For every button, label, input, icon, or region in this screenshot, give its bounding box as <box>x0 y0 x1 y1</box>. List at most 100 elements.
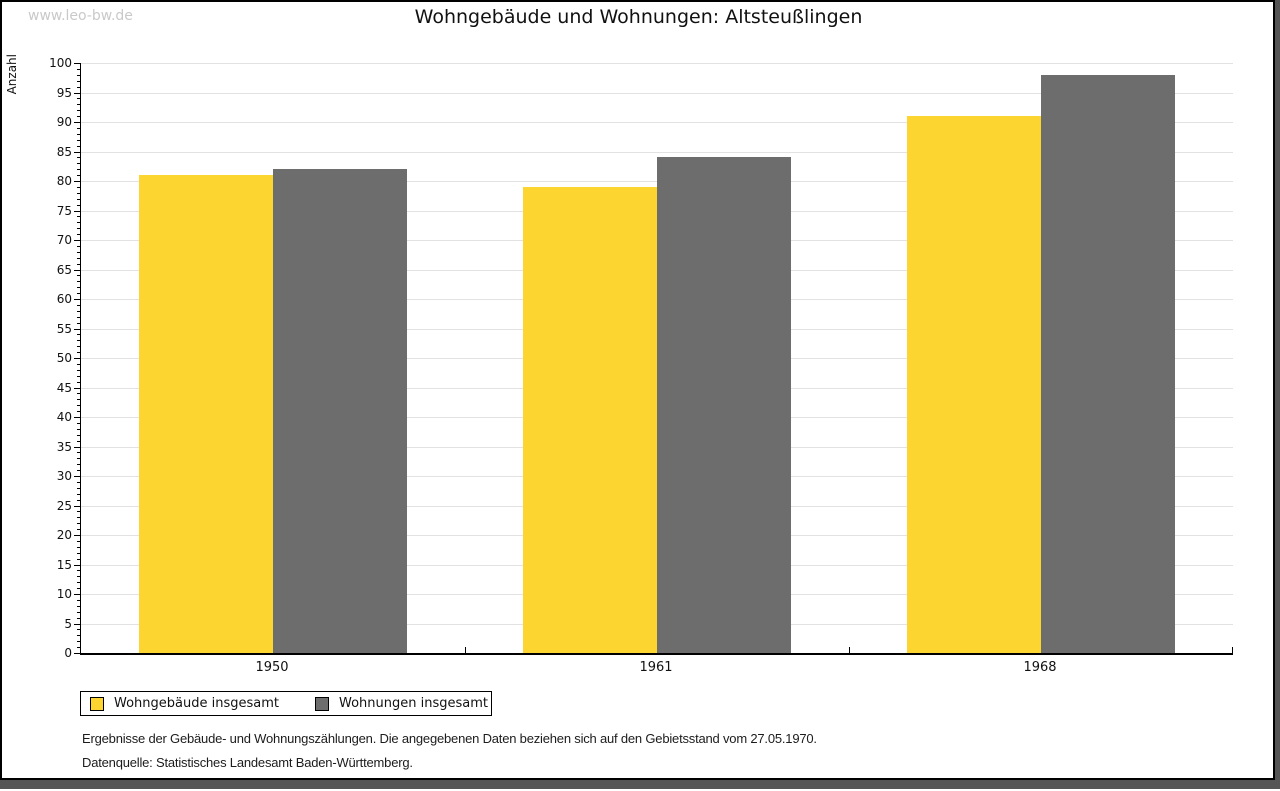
y-axis-minor-tick <box>77 304 80 306</box>
y-axis-minor-tick <box>77 552 80 554</box>
y-axis-minor-tick <box>77 163 80 165</box>
y-axis-major-tick <box>74 122 80 123</box>
y-axis-minor-tick <box>77 169 80 171</box>
y-axis-minor-tick <box>77 440 80 442</box>
y-tick-label: 75 <box>56 203 72 218</box>
y-axis-minor-tick <box>77 175 80 177</box>
chart-title: Wohngebäude und Wohnungen: Altsteußlinge… <box>414 6 863 28</box>
watermark-url: www.leo-bw.de <box>28 8 133 24</box>
x-axis-tick <box>1232 647 1233 653</box>
gridline <box>81 63 1233 64</box>
y-axis-minor-tick <box>77 422 80 424</box>
y-axis-minor-tick <box>77 470 80 472</box>
y-axis-minor-tick <box>77 570 80 572</box>
y-axis-minor-tick <box>77 635 80 637</box>
y-axis-minor-tick <box>77 393 80 395</box>
gridline <box>81 92 1233 94</box>
footnote-source-note: Ergebnisse der Gebäude- und Wohnungszähl… <box>82 731 817 746</box>
y-axis-major-tick <box>74 594 80 595</box>
y-axis-major-tick <box>74 269 80 271</box>
y-tick-label: 65 <box>56 262 72 277</box>
x-category-label: 1968 <box>1023 660 1057 675</box>
y-axis-minor-tick <box>77 452 80 454</box>
y-axis-minor-tick <box>77 529 80 531</box>
legend-label: Wohngebäude insgesamt <box>114 696 279 711</box>
y-axis-minor-tick <box>77 275 80 277</box>
bar-wohnungen-1961 <box>657 157 791 653</box>
y-axis-minor-tick <box>77 68 80 70</box>
y-axis-minor-tick <box>77 216 80 218</box>
y-axis-minor-tick <box>77 145 80 147</box>
x-category-label: 1961 <box>639 660 673 675</box>
y-axis-major-tick <box>74 417 80 418</box>
y-axis-minor-tick <box>77 540 80 542</box>
right-shadow <box>1275 0 1280 789</box>
y-axis-major-tick <box>74 210 80 212</box>
y-axis-title: Anzahl <box>5 54 19 95</box>
y-axis-minor-tick <box>77 352 80 354</box>
y-axis-minor-tick <box>77 198 80 200</box>
y-axis-minor-tick <box>77 558 80 560</box>
y-axis-minor-tick <box>77 499 80 501</box>
y-axis-minor-tick <box>77 186 80 188</box>
bar-wohnungen-1968 <box>1041 74 1175 653</box>
y-tick-label: 80 <box>56 174 72 188</box>
y-axis-minor-tick <box>77 104 80 106</box>
legend-swatch <box>90 696 104 711</box>
bar-wohngebaeude-1950 <box>139 175 273 653</box>
gridline <box>81 151 1233 153</box>
y-tick-label: 50 <box>56 351 72 365</box>
y-axis-minor-tick <box>77 611 80 613</box>
y-axis-minor-tick <box>77 281 80 283</box>
y-axis-major-tick <box>74 299 80 300</box>
y-axis-minor-tick <box>77 411 80 413</box>
y-axis-major-tick <box>74 535 80 536</box>
y-axis-major-tick <box>74 446 80 448</box>
y-axis-minor-tick <box>77 116 80 118</box>
y-axis-minor-tick <box>77 605 80 607</box>
y-tick-label: 20 <box>56 528 72 542</box>
y-axis-minor-tick <box>77 487 80 489</box>
y-axis-major-tick <box>74 92 80 94</box>
y-axis-minor-tick <box>77 576 80 578</box>
y-axis-minor-tick <box>77 399 80 401</box>
y-axis-minor-tick <box>77 334 80 336</box>
y-axis-minor-tick <box>77 493 80 495</box>
y-axis-major-tick <box>74 564 80 566</box>
y-axis-minor-tick <box>77 257 80 259</box>
y-axis-major-tick <box>74 181 80 182</box>
y-axis-minor-tick <box>77 139 80 141</box>
y-axis-minor-tick <box>77 222 80 224</box>
bottom-shadow <box>0 780 1280 789</box>
bar-wohnungen-1950 <box>273 169 407 653</box>
x-category-label: 1950 <box>255 660 289 675</box>
y-axis-minor-tick <box>77 322 80 324</box>
y-axis-minor-tick <box>77 346 80 348</box>
legend: Wohngebäude insgesamt Wohnungen insgesamt <box>80 691 492 716</box>
y-axis-minor-tick <box>77 428 80 430</box>
y-axis-minor-tick <box>77 434 80 436</box>
bar-wohngebaeude-1968 <box>907 116 1041 653</box>
y-axis-major-tick <box>74 623 80 625</box>
y-axis-minor-tick <box>77 582 80 584</box>
y-axis-minor-tick <box>77 375 80 377</box>
y-axis-minor-tick <box>77 647 80 649</box>
y-axis-minor-tick <box>77 310 80 312</box>
y-axis-minor-tick <box>77 641 80 643</box>
y-axis-minor-tick <box>77 133 80 135</box>
y-axis-minor-tick <box>77 369 80 371</box>
y-tick-label: 40 <box>56 410 72 424</box>
y-axis-minor-tick <box>77 405 80 407</box>
y-axis-minor-tick <box>77 204 80 206</box>
bar-wohngebaeude-1961 <box>523 186 657 653</box>
y-tick-label: 85 <box>56 144 72 159</box>
footnote-data-source: Datenquelle: Statistisches Landesamt Bad… <box>82 755 413 770</box>
y-axis-minor-tick <box>77 157 80 159</box>
y-axis-minor-tick <box>77 481 80 483</box>
y-axis-major-tick <box>74 63 80 64</box>
y-axis-minor-tick <box>77 381 80 383</box>
y-axis-minor-tick <box>77 74 80 76</box>
y-axis-minor-tick <box>77 546 80 548</box>
y-axis-major-tick <box>74 240 80 241</box>
y-tick-label: 60 <box>56 292 72 306</box>
